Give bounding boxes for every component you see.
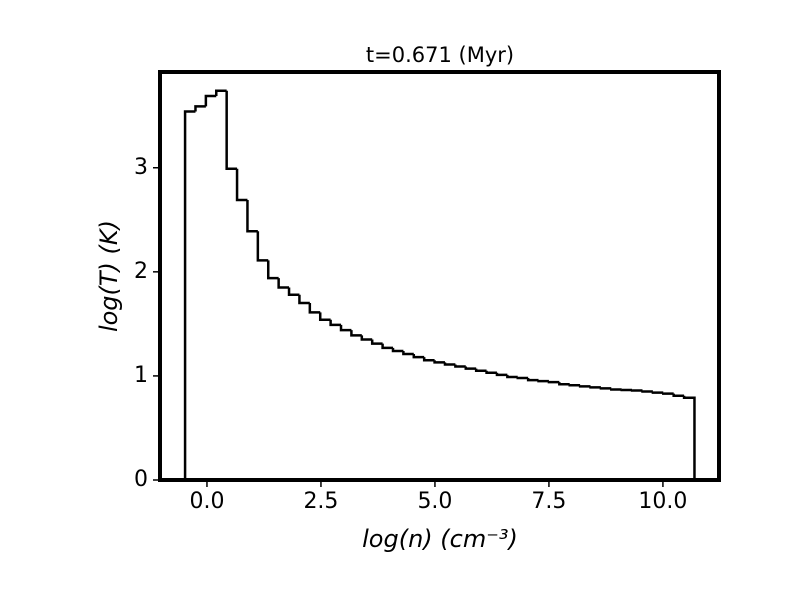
histogram-step [454,364,466,368]
histogram-step [589,386,601,389]
y-tick-label: 1 [134,363,148,388]
x-tick-label: 5.0 [417,489,452,514]
histogram-step [391,347,404,353]
histogram-step [558,382,570,386]
histogram-step [329,319,342,327]
histogram-step [662,392,674,395]
x-tick-label: 0.0 [189,489,224,514]
histogram-step [526,378,539,382]
plot-frame [158,70,721,482]
x-tick-label: 7.5 [531,489,566,514]
histogram-step [422,357,435,362]
histogram-step [620,388,633,392]
histogram-step [464,366,477,370]
histogram-step [474,368,487,372]
chart-title: t=0.671 (Myr) [366,43,514,67]
histogram-step [350,330,362,337]
x-tick-label: 2.5 [303,489,338,514]
histogram-step [630,389,643,392]
histogram-step [318,312,331,321]
histogram-step [360,335,373,341]
histogram-step [568,384,581,387]
histogram-step [495,372,508,377]
histogram-step [287,287,300,296]
histogram-step [215,89,227,96]
x-axis-label: log(n) (cm⁻³) [362,525,518,553]
y-tick-label: 0 [134,467,148,492]
histogram-step [516,376,529,380]
histogram-step [578,385,591,388]
histogram-step [277,278,290,289]
histogram-step [641,390,653,393]
histogram-step [225,90,238,171]
histogram-step [370,339,383,345]
histogram-step [339,324,352,332]
histogram-step [204,94,217,107]
histogram-step [235,168,248,202]
histogram-step [537,379,549,383]
histogram-step [298,294,310,305]
histogram-step [599,387,612,390]
y-axis-label: log(T) (K) [95,220,123,332]
histogram-step [246,200,258,233]
histogram-step [682,395,696,480]
histogram-step [402,350,414,356]
histogram-step [183,110,196,480]
histogram-step [547,380,560,384]
histogram-step [672,393,685,397]
histogram-step [266,260,279,280]
y-tick-label: 2 [134,259,148,284]
y-tick-label: 3 [134,155,148,180]
histogram-step [412,354,425,359]
histogram-step [485,370,497,375]
x-tick-label: 10.0 [638,489,687,514]
histogram-step [256,231,269,262]
histogram-step [506,374,518,379]
histogram-step [194,105,206,112]
histogram-step [610,388,622,391]
histogram-step [308,303,321,314]
histogram-step [433,360,445,364]
histogram-step [443,362,456,366]
histogram-step [651,391,664,394]
histogram-step [381,343,393,350]
